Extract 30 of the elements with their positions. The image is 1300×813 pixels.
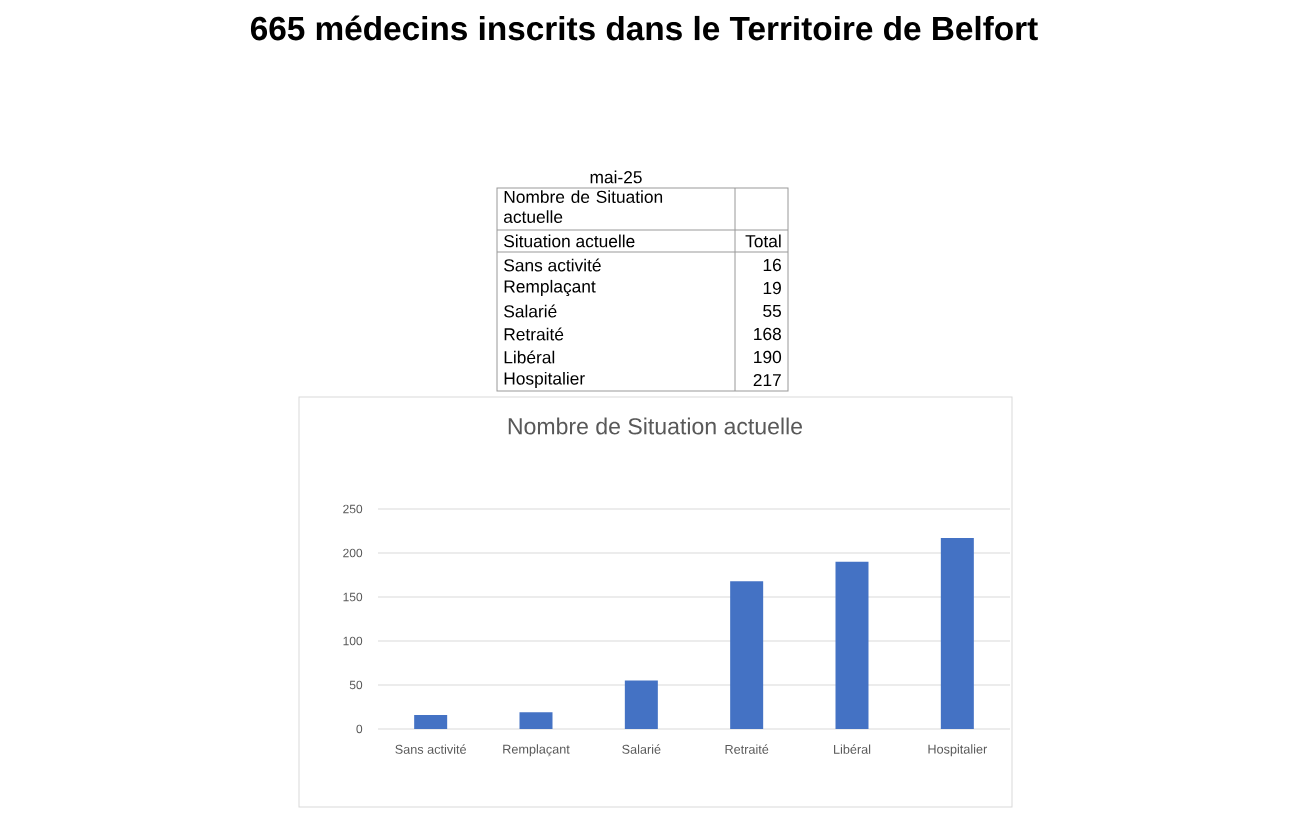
y-tick-label: 200 [343, 548, 363, 558]
category-label: Remplaçant [504, 279, 596, 297]
category-label: Salarié [504, 304, 557, 318]
y-tick-label: 100 [343, 636, 363, 646]
text: 19 [763, 281, 781, 295]
chart-title: 665 médecins inscrits dans le Territoire de Belfort [250, 15, 1038, 41]
text: Total [745, 234, 781, 248]
y-tick-label: 0 [356, 724, 363, 734]
category-label: Libéral [504, 350, 555, 364]
text: 190 [754, 350, 782, 364]
y-tick-label: 50 [349, 680, 363, 690]
text: 55 [763, 304, 782, 318]
text: 16 [763, 258, 781, 272]
text: 168 [754, 327, 781, 341]
x-tick-label: Remplaçant [503, 744, 570, 757]
y-tick-label: 250 [343, 504, 363, 514]
x-tick-label: Libéral [834, 744, 871, 754]
x-tick-label: Sans activité [395, 744, 466, 754]
category-label: Sans activité [504, 258, 601, 272]
x-tick-label: Hospitalier [928, 744, 988, 757]
category-label: Retraité [504, 327, 564, 341]
category-label: Hospitalier [504, 371, 585, 389]
x-tick-label: Salarié [622, 744, 661, 754]
x-tick-label: Retraité [725, 744, 769, 754]
chart-subtitle: Nombre de Situation actuelle [508, 417, 802, 435]
text: Situation actuelle [504, 234, 635, 248]
y-tick-label: 150 [343, 592, 363, 602]
text: Nombre de Situation actuelle [504, 190, 663, 223]
text: 217 [753, 373, 781, 387]
text: mai-25 [590, 170, 642, 184]
